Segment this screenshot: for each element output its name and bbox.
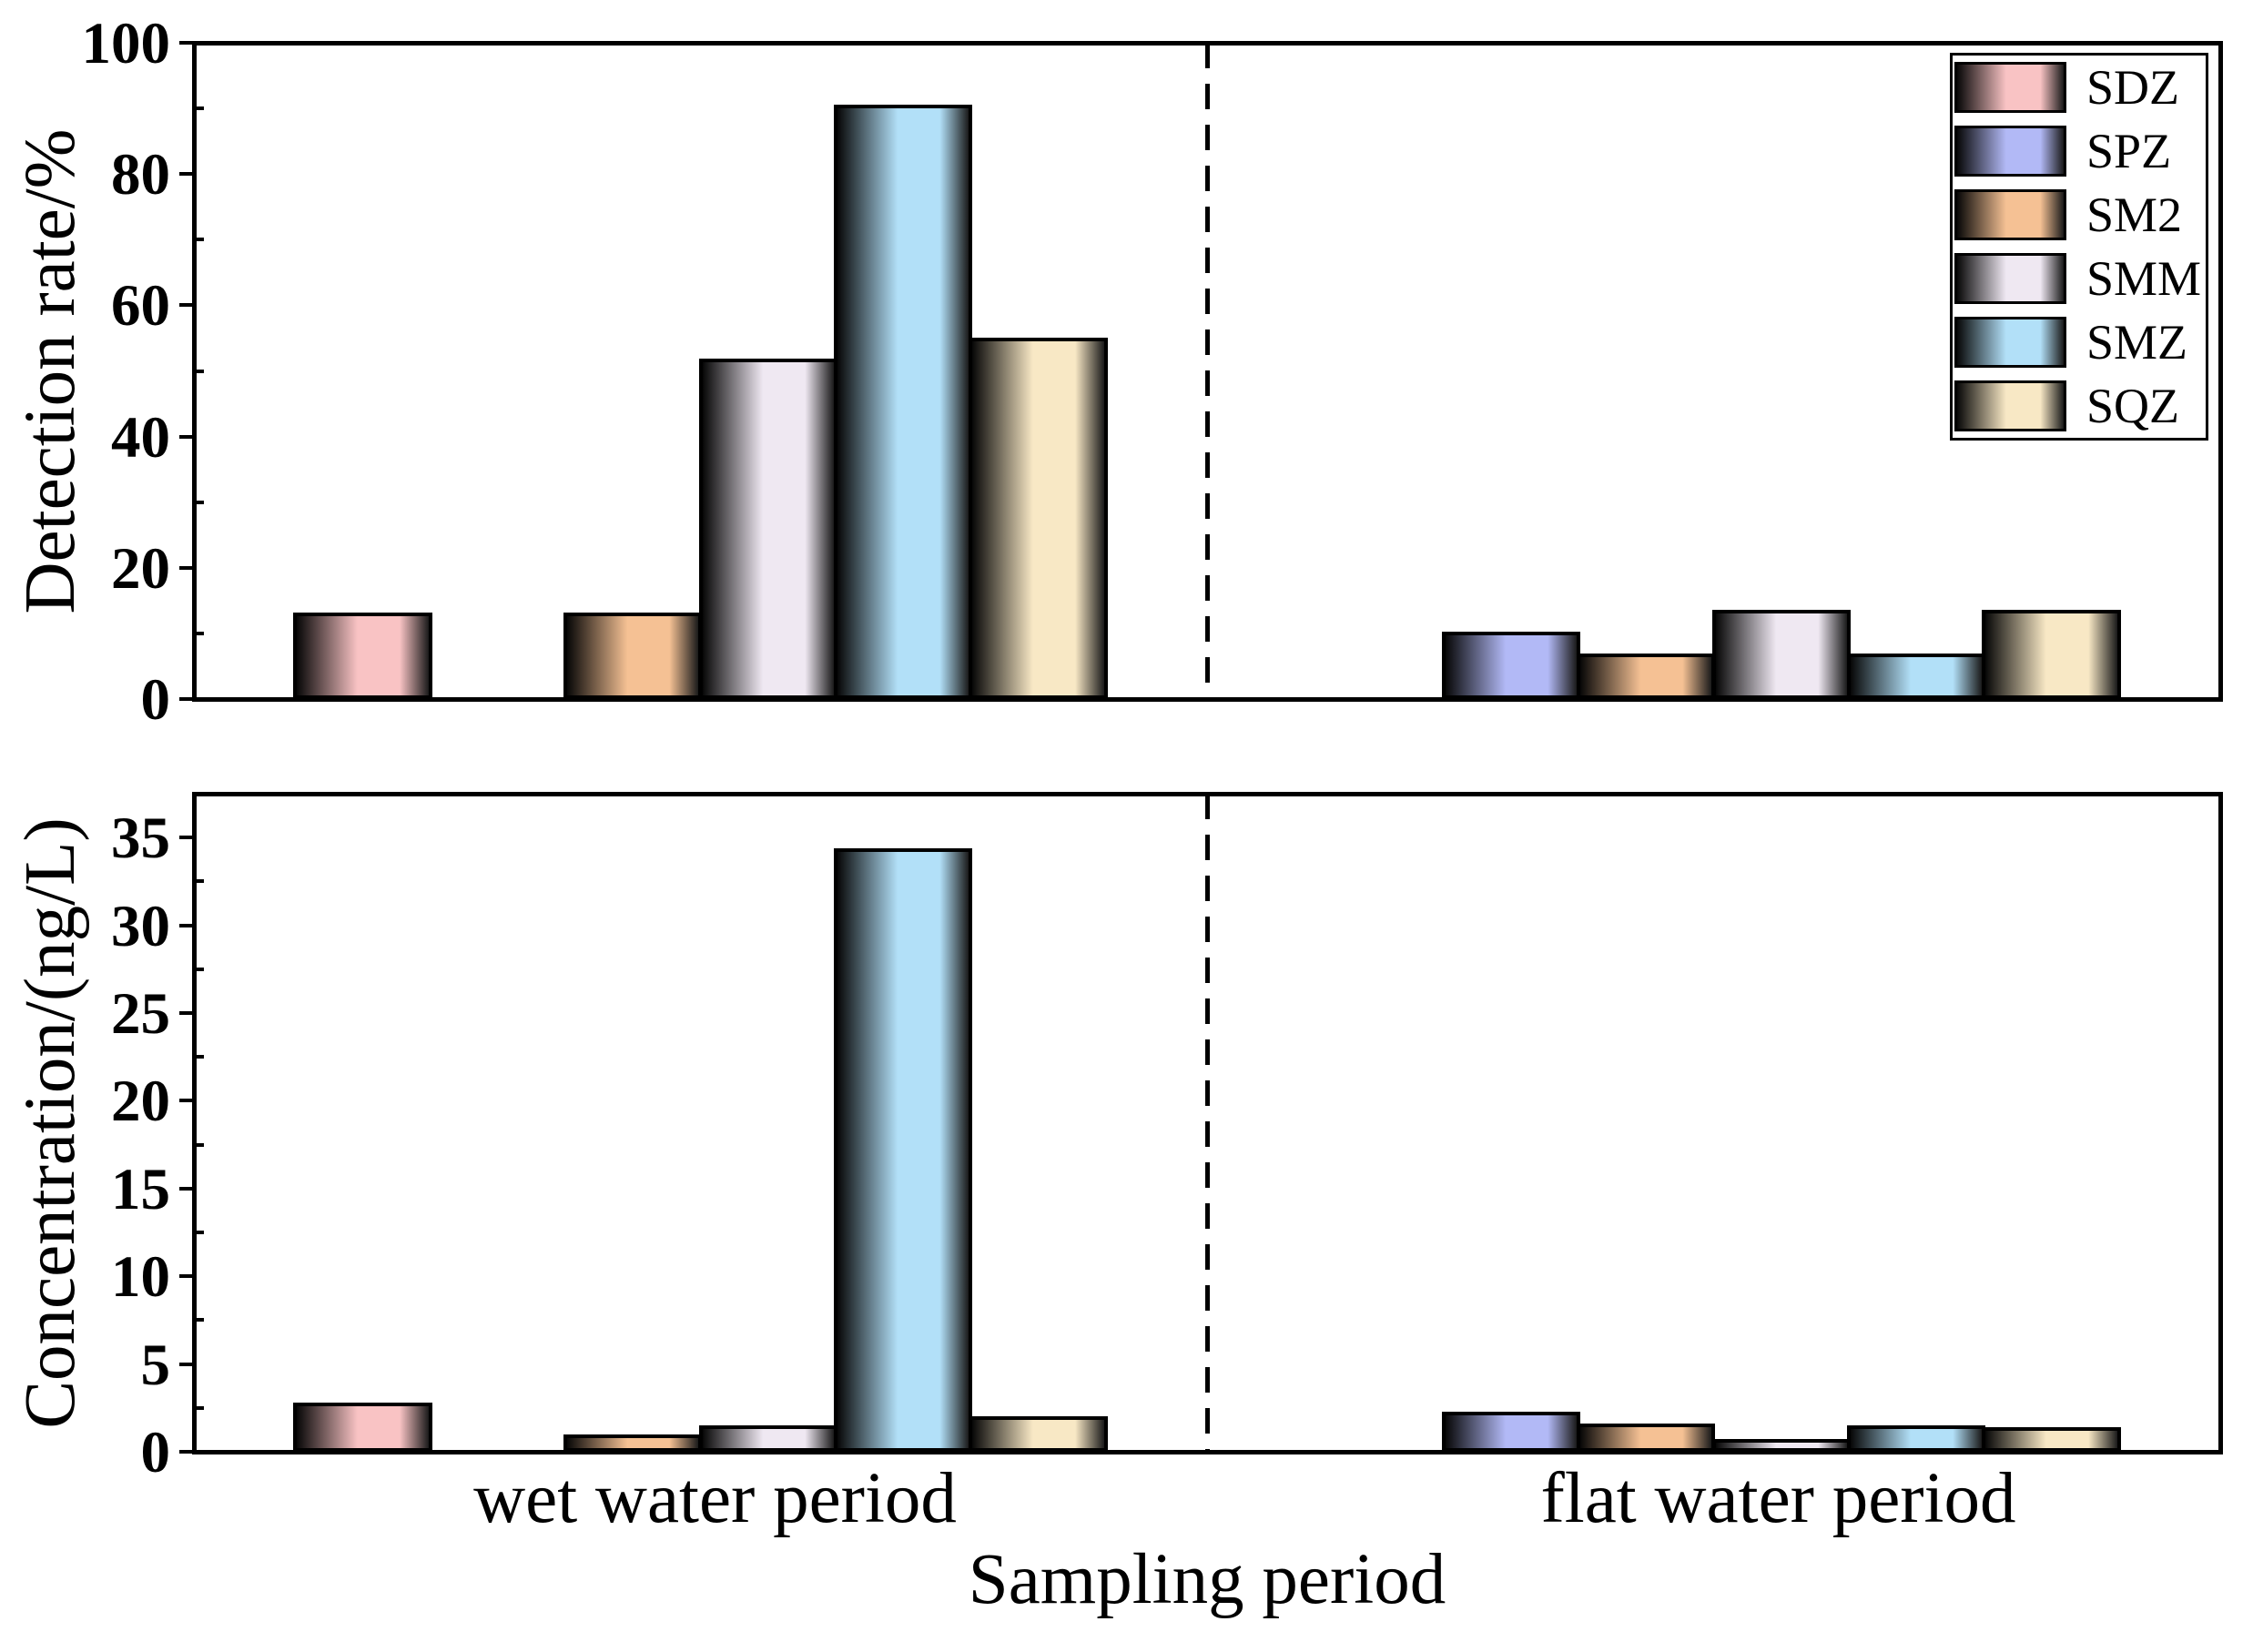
legend-label-smm: SMM	[2086, 251, 2202, 306]
legend-label-sqz: SQZ	[2086, 379, 2180, 433]
y-axis-title-detection-rate: Detection rate/%	[11, 128, 90, 614]
legend-item-spz: SPZ	[1953, 119, 2206, 183]
y-tick-label-bottom-30: 30	[111, 893, 170, 959]
y-tick-label-bottom-20: 20	[111, 1069, 170, 1135]
y-tick-bottom-15	[179, 1186, 194, 1191]
y-tick-bottom-10	[179, 1274, 194, 1279]
legend-label-sdz: SDZ	[2086, 60, 2180, 115]
y-minor-tick-top-3	[194, 238, 204, 242]
y-minor-tick-bottom-3	[194, 1142, 204, 1147]
bar-top-flat-water-period-smm	[1711, 610, 1851, 699]
legend-swatch-sqz	[1954, 380, 2066, 431]
bar-top-flat-water-period-sm2	[1577, 653, 1716, 699]
legend-item-sm2: SM2	[1953, 183, 2206, 247]
y-minor-tick-bottom-6	[194, 879, 204, 884]
y-tick-top-40	[179, 434, 194, 439]
y-minor-tick-top-1	[194, 500, 204, 504]
y-tick-label-top-80: 80	[111, 142, 170, 208]
y-tick-bottom-25	[179, 1011, 194, 1015]
y-tick-label-bottom-10: 10	[111, 1244, 170, 1311]
legend-swatch-spz	[1954, 126, 2066, 177]
y-tick-label-top-0: 0	[140, 667, 171, 733]
bar-bottom-wet-water-period-smz	[833, 847, 973, 1452]
x-category-label-flat-water-period: flat water period	[1540, 1459, 2016, 1538]
y-tick-bottom-5	[179, 1362, 194, 1366]
bar-bottom-wet-water-period-sdz	[293, 1402, 432, 1452]
y-tick-label-bottom-5: 5	[140, 1332, 171, 1398]
legend: SDZ SPZ SM2 SMM SMZ SQZ	[1950, 53, 2208, 441]
bar-top-wet-water-period-sm2	[563, 612, 703, 699]
legend-swatch-smm	[1954, 253, 2066, 304]
y-tick-label-top-40: 40	[111, 404, 170, 471]
legend-label-smz: SMZ	[2086, 315, 2188, 370]
y-minor-tick-bottom-0	[194, 1405, 204, 1410]
legend-item-sdz: SDZ	[1953, 56, 2206, 119]
legend-label-spz: SPZ	[2086, 124, 2172, 178]
y-tick-bottom-35	[179, 836, 194, 840]
y-tick-label-top-60: 60	[111, 273, 170, 340]
y-tick-top-0	[179, 697, 194, 701]
y-tick-label-bottom-0: 0	[140, 1420, 171, 1485]
legend-item-smm: SMM	[1953, 247, 2206, 310]
y-tick-top-100	[179, 41, 194, 45]
y-tick-label-top-100: 100	[81, 11, 171, 76]
period-divider-top	[1204, 43, 1210, 699]
legend-item-sqz: SQZ	[1953, 374, 2206, 438]
y-minor-tick-bottom-4	[194, 1055, 204, 1059]
y-tick-bottom-20	[179, 1099, 194, 1103]
y-tick-label-bottom-25: 25	[111, 981, 170, 1047]
y-minor-tick-bottom-5	[194, 967, 204, 971]
y-minor-tick-top-0	[194, 631, 204, 635]
y-tick-bottom-30	[179, 923, 194, 927]
plot-frame-top	[191, 40, 2223, 702]
y-tick-label-bottom-35: 35	[111, 806, 170, 872]
bar-top-wet-water-period-sqz	[969, 337, 1108, 699]
legend-label-sm2: SM2	[2086, 187, 2183, 242]
y-tick-bottom-0	[179, 1450, 194, 1454]
legend-item-smz: SMZ	[1953, 310, 2206, 374]
plot-frame-bottom	[191, 791, 2223, 1454]
y-tick-top-60	[179, 303, 194, 308]
y-tick-top-20	[179, 565, 194, 570]
bar-top-flat-water-period-smz	[1846, 653, 1986, 699]
legend-swatch-smz	[1954, 317, 2066, 368]
legend-swatch-sm2	[1954, 189, 2066, 240]
y-minor-tick-top-4	[194, 106, 204, 111]
x-axis-title: Sampling period	[968, 1540, 1446, 1619]
y-axis-title-concentration: Concentration/(ng/L)	[11, 817, 90, 1429]
bar-top-wet-water-period-sdz	[293, 612, 432, 699]
y-minor-tick-bottom-2	[194, 1231, 204, 1234]
x-category-label-wet-water-period: wet water period	[473, 1459, 957, 1538]
y-tick-top-80	[179, 172, 194, 177]
y-tick-label-bottom-15: 15	[111, 1156, 170, 1222]
y-minor-tick-bottom-1	[194, 1318, 204, 1323]
y-tick-label-top-20: 20	[111, 535, 170, 602]
y-minor-tick-top-2	[194, 369, 204, 373]
legend-swatch-sdz	[1954, 62, 2066, 113]
period-divider-bottom	[1204, 794, 1210, 1452]
